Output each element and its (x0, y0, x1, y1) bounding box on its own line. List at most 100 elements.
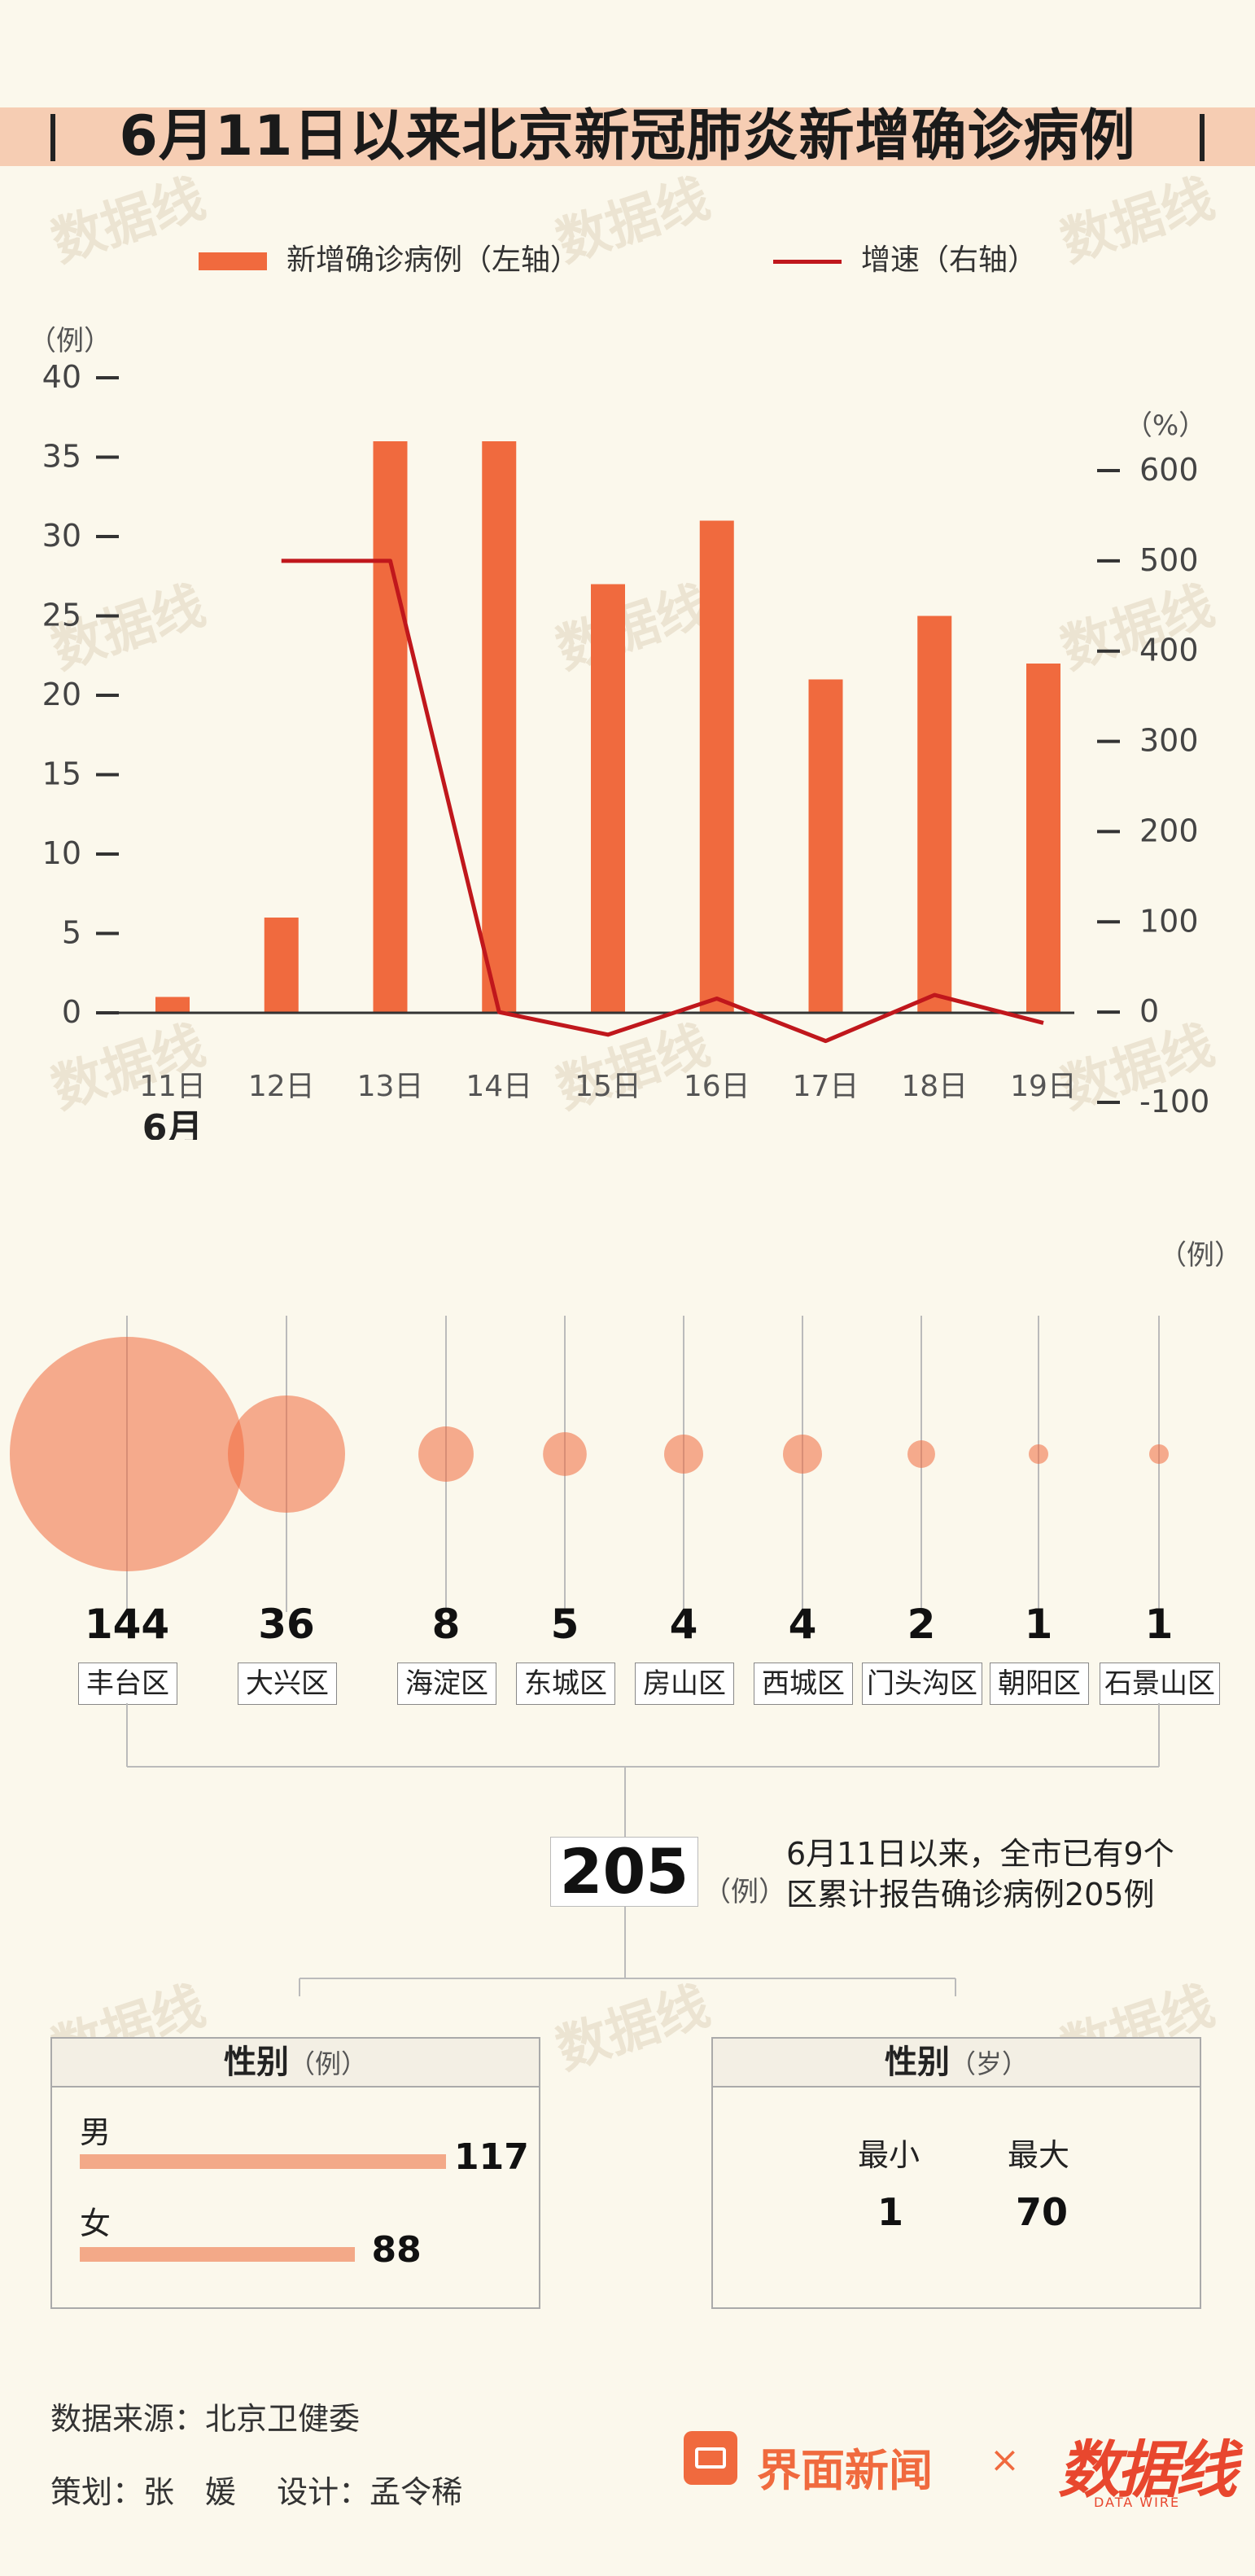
male-bar (80, 2154, 446, 2169)
bar (808, 679, 843, 1013)
right-tick-label: 500 (1139, 542, 1199, 578)
legend-line-label: 增速（右轴） (861, 243, 1038, 277)
bar (373, 441, 408, 1013)
right-tick-label: 200 (1139, 813, 1199, 848)
x-tick-label: 18日 (901, 1070, 968, 1103)
legend-line: 增速（右轴） (773, 236, 1037, 278)
x-tick-label: 17日 (793, 1070, 859, 1103)
district-value: 4 (788, 1601, 817, 1648)
right-axis-unit: （%） (1125, 410, 1206, 442)
district-bubble (228, 1395, 345, 1513)
right-tick-label: 0 (1139, 993, 1159, 1029)
district-value: 4 (669, 1601, 698, 1648)
x-tick-label: 14日 (466, 1070, 532, 1103)
district-value: 36 (258, 1601, 315, 1648)
x-tick-label: 12日 (248, 1070, 315, 1103)
bar (1026, 664, 1060, 1013)
left-axis-unit: （例） (28, 325, 112, 357)
legend-bar-swatch (199, 252, 267, 270)
left-tick-label: 15 (42, 756, 81, 792)
brand-times: × (990, 2439, 1020, 2481)
district-name: 东城区 (516, 1663, 615, 1705)
district-value: 1 (1144, 1601, 1174, 1648)
age-panel-header: 性别（岁） (713, 2039, 1200, 2088)
watermark-logo: 数据线 (1054, 168, 1222, 274)
district-name: 朝阳区 (990, 1663, 1089, 1705)
right-tick-label: 400 (1139, 633, 1199, 668)
title-divider-left (50, 114, 55, 161)
total-note-line1: 6月11日以来，全市已有9个 (786, 1836, 1174, 1872)
age-panel-unit: （岁） (949, 2048, 1028, 2079)
female-label: 女 (80, 2206, 112, 2241)
bar (917, 616, 952, 1013)
right-tick-label: 100 (1139, 903, 1199, 939)
title-divider-right (1200, 114, 1205, 161)
district-bubble (543, 1432, 587, 1476)
total-note: 6月11日以来，全市已有9个 区累计报告确诊病例205例 (786, 1833, 1174, 1915)
age-panel: 性别（岁） 最小 最大 1 70 (711, 2037, 1201, 2309)
district-value: 144 (84, 1601, 170, 1648)
x-tick-label: 19日 (1010, 1070, 1077, 1103)
age-max-label: 最大 (1008, 2137, 1070, 2173)
age-max-value: 70 (1016, 2190, 1069, 2234)
male-value: 117 (454, 2136, 529, 2178)
age-min-label: 最小 (858, 2137, 920, 2173)
bar (591, 584, 625, 1013)
male-label: 男 (80, 2114, 112, 2150)
right-tick-label: -100 (1139, 1084, 1209, 1119)
left-tick-label: 30 (42, 518, 81, 554)
partner-logo-sub: DATA WIRE (1094, 2495, 1181, 2510)
bar (699, 520, 734, 1013)
district-name: 海淀区 (397, 1663, 496, 1705)
female-bar (80, 2247, 356, 2262)
total-value: 205 (550, 1837, 698, 1907)
left-tick-label: 40 (42, 359, 81, 395)
district-unit: （例） (1159, 1239, 1242, 1272)
district-bubble (907, 1440, 935, 1468)
bar (264, 918, 299, 1013)
district-bubble (664, 1435, 703, 1474)
x-tick-label: 15日 (575, 1070, 641, 1103)
district-bubble (418, 1426, 474, 1482)
district-bubble (1149, 1444, 1169, 1464)
watermark-logo: 数据线 (45, 168, 212, 274)
gender-panel-title: 性别 (223, 2044, 289, 2081)
title-banner: 6月11日以来北京新冠肺炎新增确诊病例 (0, 107, 1255, 166)
connector-lines (126, 1703, 1160, 1996)
left-tick-label: 20 (42, 677, 81, 712)
growth-line (281, 559, 1044, 1044)
district-bubble (783, 1435, 822, 1474)
legend-line-swatch (773, 259, 842, 264)
bar (155, 997, 190, 1013)
district-name: 房山区 (635, 1663, 734, 1705)
jiemian-logo-icon (684, 2431, 737, 2485)
age-panel-title: 性别 (884, 2044, 950, 2081)
page-title: 6月11日以来北京新冠肺炎新增确诊病例 (119, 104, 1136, 169)
age-min-value: 1 (877, 2190, 904, 2234)
left-tick-label: 5 (62, 915, 81, 951)
main-chart: （例） （%） 0 5 10 15 20 25 30 35 40 -100 0 100 200 300 4… (28, 325, 1209, 1140)
left-tick-label: 25 (42, 598, 81, 633)
female-value: 88 (371, 2229, 422, 2271)
left-tick-label: 35 (42, 439, 81, 475)
district-bubble (10, 1337, 244, 1571)
district-name: 门头沟区 (862, 1663, 982, 1705)
gender-panel-header: 性别（例） (52, 2039, 539, 2088)
credits: 策划：张 媛 设计：孟令稀 (50, 2474, 463, 2510)
district-value: 5 (550, 1601, 579, 1648)
district-bubble (1029, 1444, 1048, 1464)
x-tick-label: 16日 (684, 1070, 750, 1103)
right-tick-label: 300 (1139, 723, 1199, 759)
district-name: 西城区 (754, 1663, 853, 1705)
right-tick-label: 600 (1139, 452, 1199, 488)
legend-bar-label: 新增确诊病例（左轴） (286, 243, 580, 277)
x-tick-label: 13日 (357, 1070, 424, 1103)
district-value: 1 (1024, 1601, 1053, 1648)
district-value: 8 (431, 1601, 461, 1648)
brand-name: 界面新闻 (757, 2445, 933, 2496)
district-bubble-chart (10, 1316, 1169, 1612)
month-label: 6月 (142, 1107, 203, 1140)
district-value: 2 (907, 1601, 936, 1648)
x-tick-label: 11日 (139, 1070, 206, 1103)
gender-panel: 性别（例） 男 117 女 88 (50, 2037, 540, 2309)
